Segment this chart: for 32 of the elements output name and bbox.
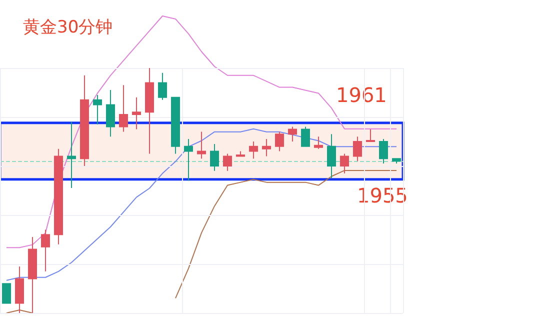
candlestick: [2, 283, 11, 304]
candlestick: [301, 126, 310, 147]
candlestick: [28, 236, 37, 314]
candlestick: [93, 94, 102, 125]
candlestick: [340, 153, 349, 174]
candlestick: [15, 266, 24, 314]
candlestick: [392, 158, 401, 164]
candlestick: [210, 143, 219, 172]
candlestick: [106, 90, 115, 138]
candlestick: [249, 141, 258, 160]
candlestick: [67, 121, 76, 189]
candlestick: [41, 229, 50, 272]
candlestick: [366, 128, 375, 142]
candlestick: [223, 153, 232, 172]
candlestick: [236, 150, 245, 157]
candlestick: [275, 131, 284, 152]
candlestick: [197, 131, 206, 160]
candlestick: [158, 72, 167, 100]
candlestick: [353, 136, 362, 162]
candlestick: [262, 138, 271, 157]
candlestick: [288, 126, 297, 142]
candlestick: [314, 136, 323, 150]
candlestick: [145, 68, 154, 154]
chart-title: 黄金30分钟: [23, 18, 113, 38]
candlestick: [184, 138, 193, 182]
candlestick: [119, 84, 128, 132]
candlestick: [54, 148, 63, 245]
candlestick: [171, 96, 180, 154]
candlestick: [327, 134, 336, 179]
candlestick: [132, 96, 141, 130]
candlestick: [379, 138, 388, 164]
candlestick: [80, 74, 89, 166]
